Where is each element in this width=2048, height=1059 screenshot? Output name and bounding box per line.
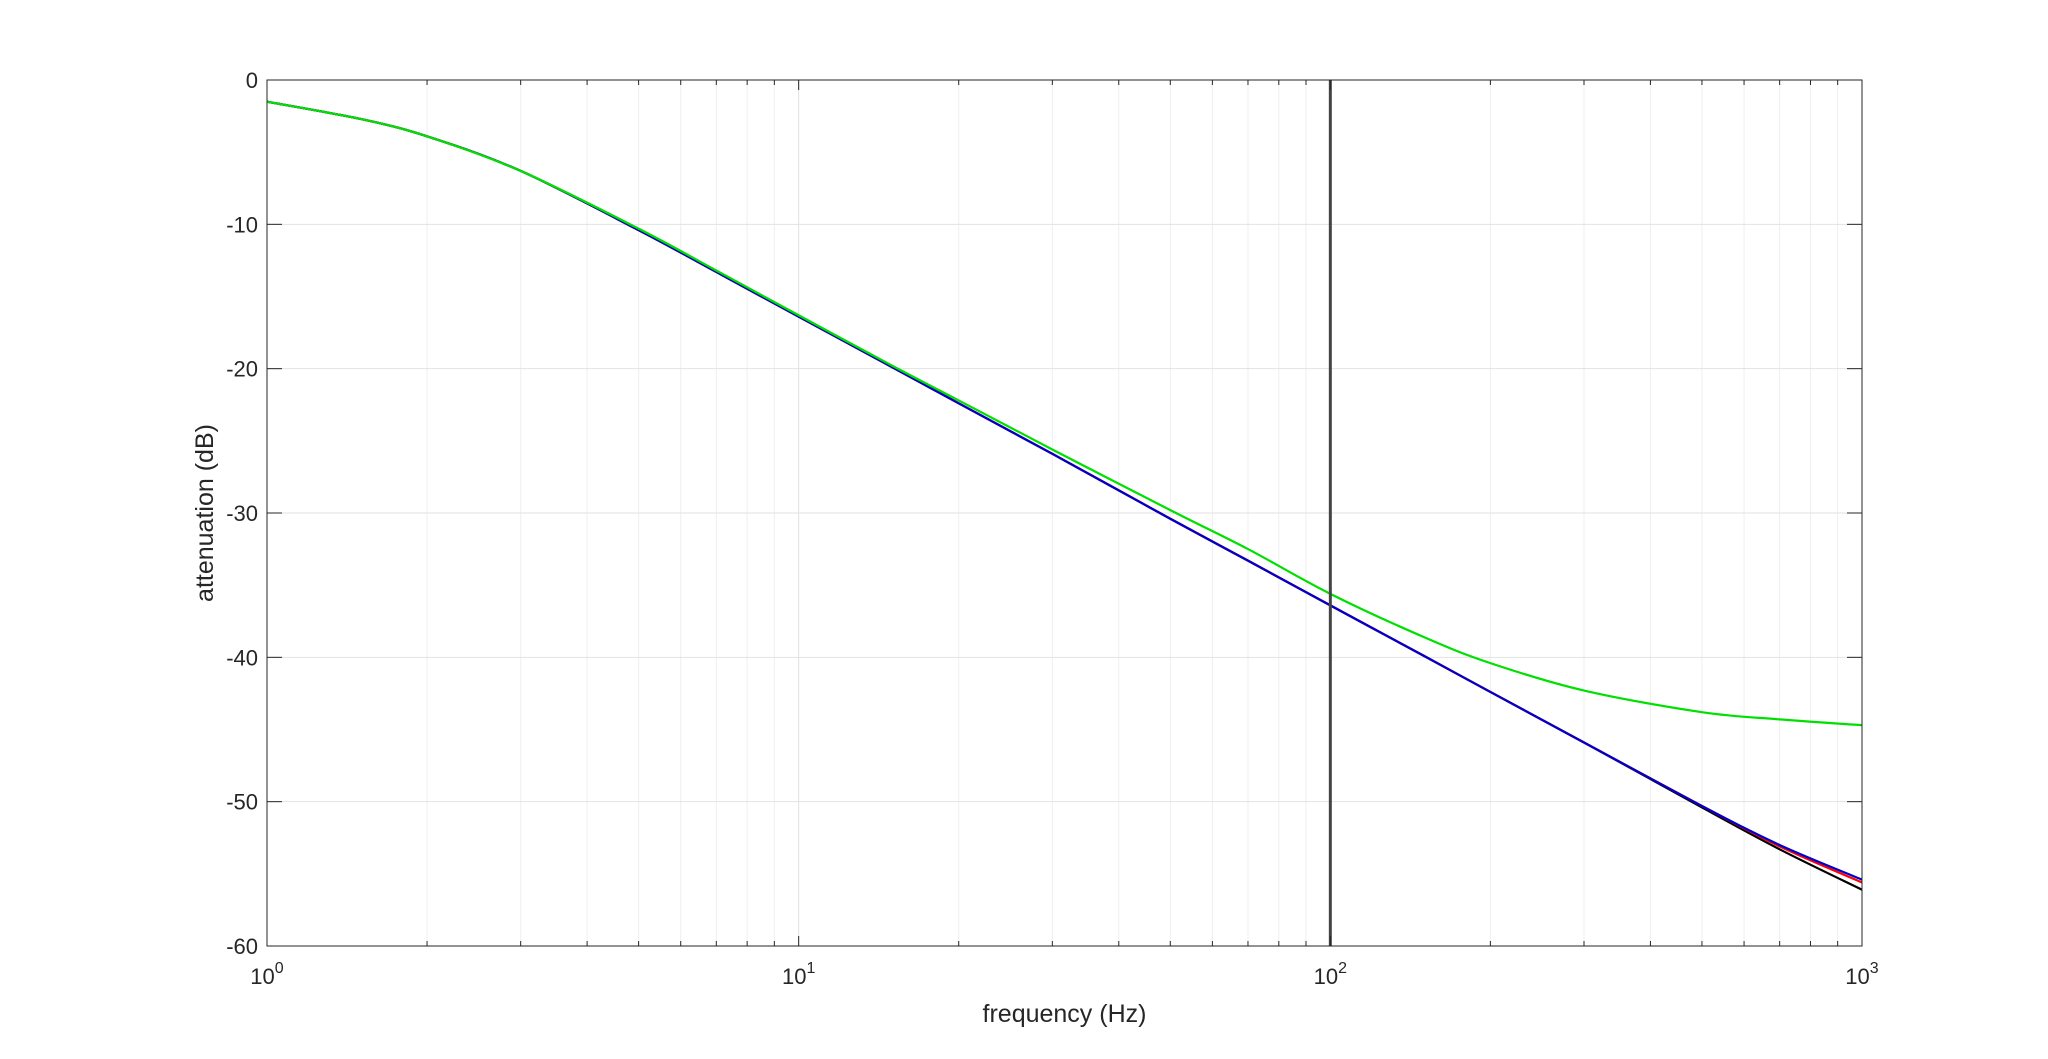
x-tick-label: 100 [250,960,283,989]
y-tick-label: 0 [246,68,258,93]
axis-ticks [266,79,1863,947]
x-tick-label: 103 [1845,960,1878,989]
y-tick-label: -60 [226,934,258,959]
series-lines [266,100,1863,891]
x-tick-label: 102 [1314,960,1347,989]
tick-labels: 100 101 102 103 0 -10 -20 -30 -40 -50 -60 [226,68,1879,989]
x-tick-label: 101 [782,960,815,989]
y-tick-label: -40 [226,645,258,670]
y-tick-label: -20 [226,357,258,382]
y-tick-label: -10 [226,212,258,237]
y-tick-label: -50 [226,790,258,815]
y-tick-label: -30 [226,501,258,526]
series-line-4 [266,100,1863,727]
x-axis-label: frequency (Hz) [983,1000,1147,1028]
y-axis-label: attenuation (dB) [191,424,219,602]
